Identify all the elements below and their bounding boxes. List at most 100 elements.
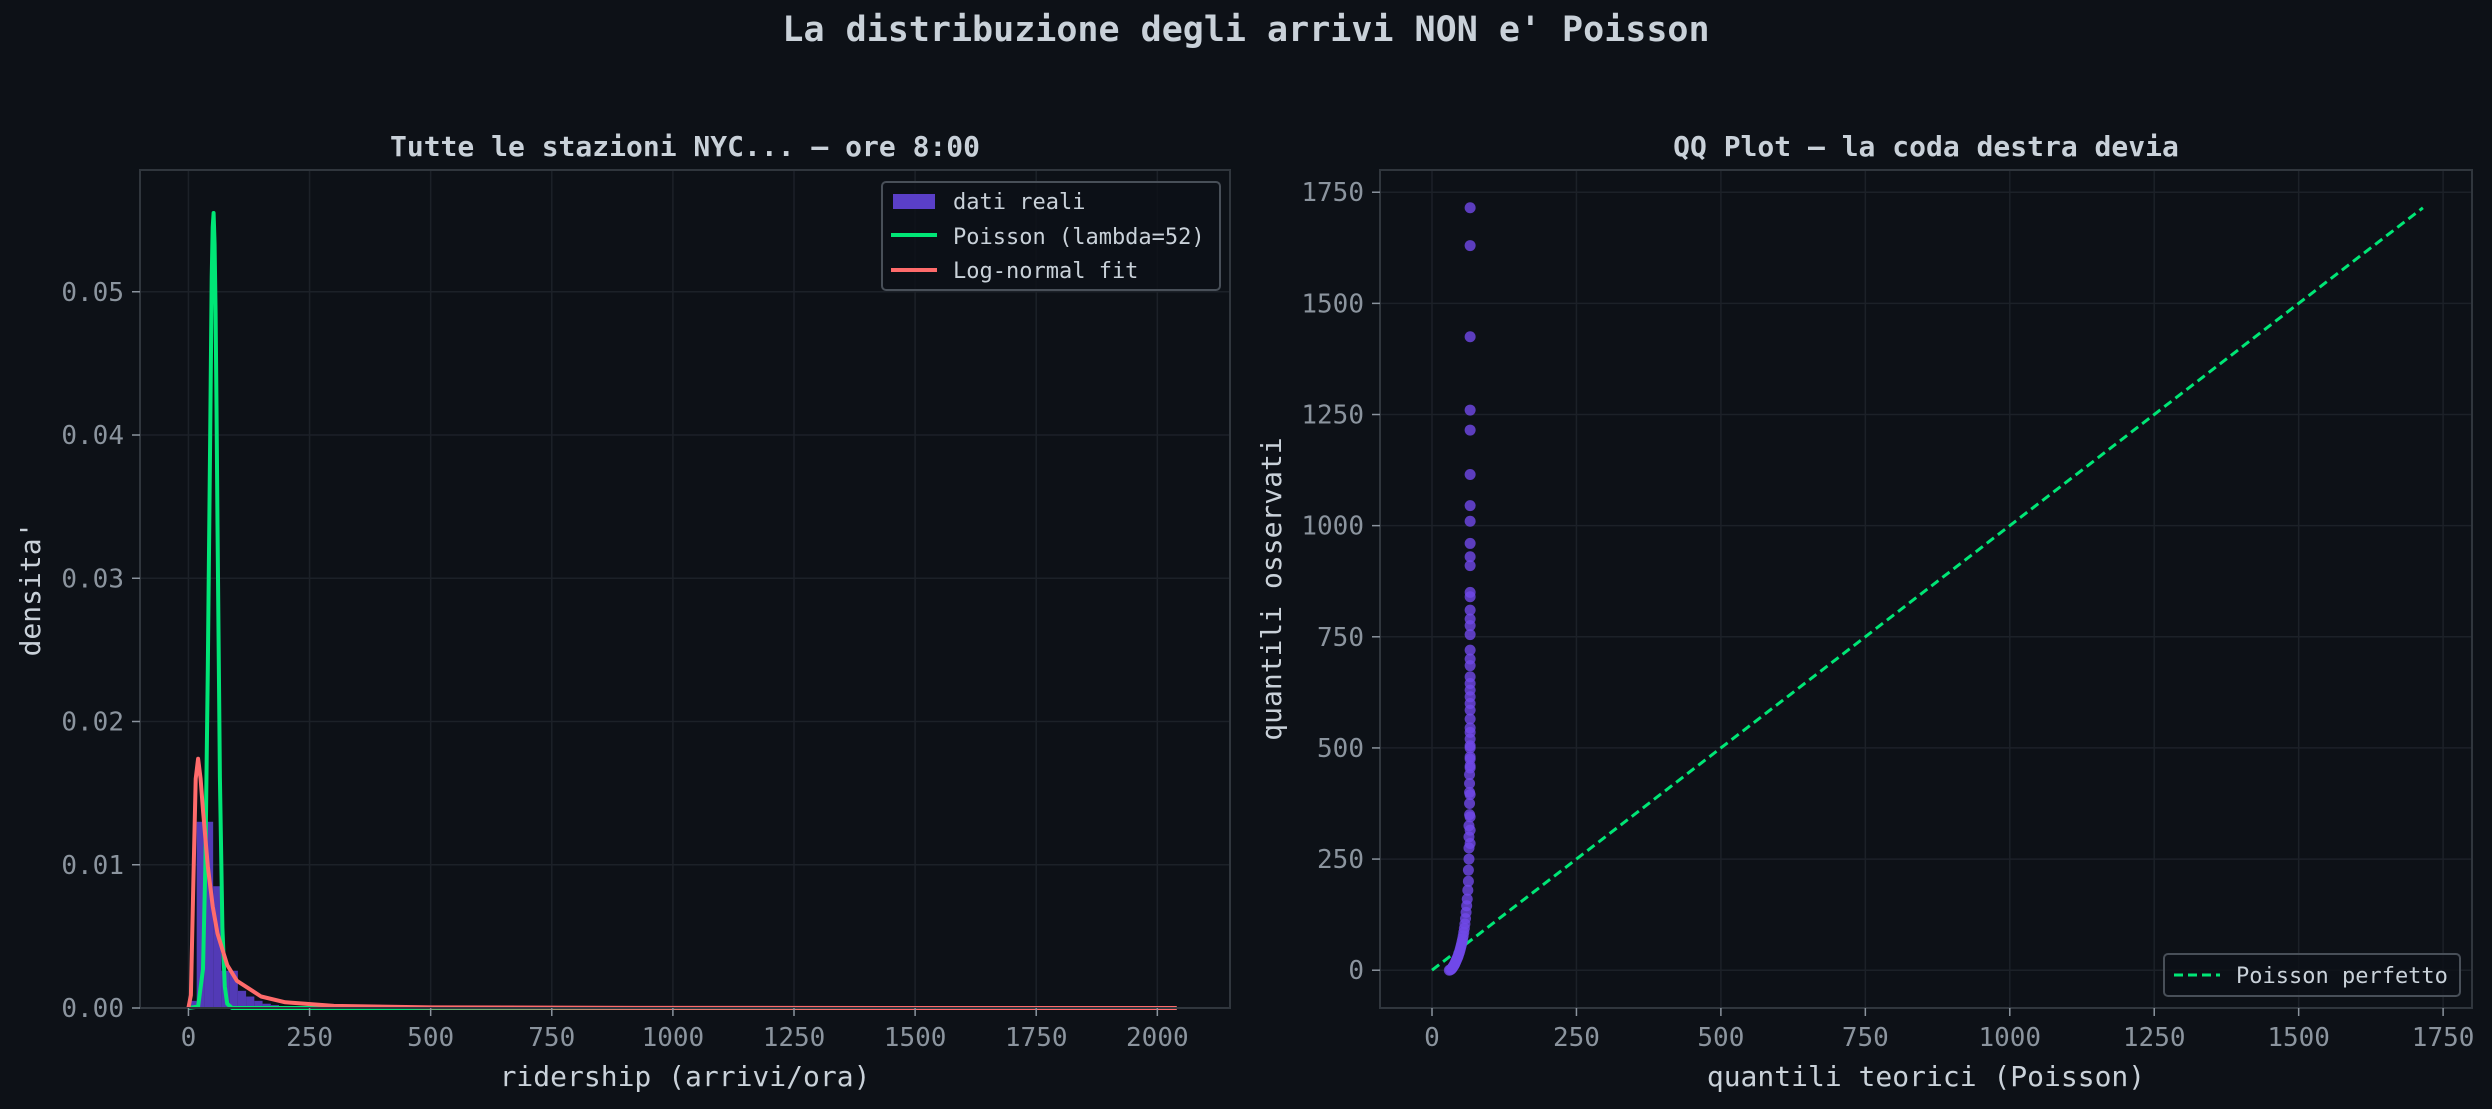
qq-point — [1464, 537, 1476, 549]
right-y-tick-label: 750 — [1317, 623, 1364, 653]
right-x-tick-label: 500 — [1697, 1023, 1744, 1053]
qq-point — [1464, 613, 1476, 625]
qq-point — [1464, 798, 1476, 810]
qq-point — [1462, 884, 1474, 896]
right-y-tick-label: 500 — [1317, 734, 1364, 764]
histogram-bar — [213, 886, 222, 1008]
right-grid — [1380, 170, 2472, 1008]
qq-point — [1462, 864, 1474, 876]
qq-point — [1464, 740, 1476, 752]
right-x-tick-label: 750 — [1842, 1023, 1889, 1053]
right-x-tick-label: 1500 — [2267, 1023, 2330, 1053]
qq-point — [1464, 777, 1476, 789]
left-x-tick-label: 0 — [181, 1023, 197, 1053]
legend-label-lognormal: Log-normal fit — [953, 259, 1138, 284]
qq-point — [1462, 875, 1474, 887]
right-y-axis-label: quantili osservati — [1255, 437, 1288, 740]
qq-point — [1464, 551, 1476, 563]
left-y-tick-label: 0.05 — [61, 278, 124, 308]
left-axes-frame — [139, 169, 1231, 1009]
qq-point — [1464, 202, 1476, 214]
figure-title: La distribuzione degli arrivi NON e' Poi… — [782, 10, 1710, 50]
left-y-tick-label: 0.01 — [61, 851, 124, 881]
qq-panel: 0 250 500 750 1000 1250 1500 1750 0 250 500 750 100… — [1255, 130, 2474, 1093]
right-panel-title: QQ Plot — la coda destra devia — [1673, 130, 2179, 163]
histogram-bar — [246, 996, 255, 1008]
qq-point — [1464, 560, 1476, 572]
reference-line — [1431, 206, 2424, 972]
right-x-tick-label: 0 — [1424, 1023, 1440, 1053]
histogram-bar — [262, 1003, 271, 1008]
qq-point — [1464, 404, 1476, 416]
right-y-tick-label: 1250 — [1301, 401, 1364, 431]
histogram-bar — [254, 1000, 263, 1008]
poisson-reference-line — [1431, 206, 2424, 972]
qq-point — [1464, 704, 1476, 716]
left-x-tick-label: 750 — [528, 1023, 575, 1053]
left-y-tick-label: 0.04 — [61, 421, 124, 451]
histogram-bar — [237, 990, 247, 1008]
qq-point — [1464, 838, 1476, 850]
left-y-ticks: 0.00 0.01 0.02 0.03 0.04 0.05 — [61, 278, 140, 1024]
right-x-tick-label: 1250 — [2123, 1023, 2186, 1053]
qq-point — [1464, 500, 1476, 512]
qq-point — [1464, 677, 1476, 689]
qq-point — [1464, 331, 1476, 343]
left-y-tick-label: 0.00 — [61, 994, 124, 1024]
right-x-ticks: 0 250 500 750 1000 1250 1500 1750 — [1424, 1008, 2474, 1053]
left-x-tick-label: 500 — [407, 1023, 454, 1053]
legend-label-histogram: dati reali — [953, 190, 1085, 215]
legend-swatch-histogram — [893, 194, 935, 209]
left-x-axis-label: ridership (arrivi/ora) — [500, 1060, 871, 1093]
qq-point — [1464, 424, 1476, 436]
qq-point — [1464, 604, 1476, 616]
histogram-bar — [188, 1000, 197, 1008]
qq-point — [1461, 893, 1473, 905]
right-y-tick-label: 1000 — [1301, 512, 1364, 542]
left-x-tick-label: 1250 — [763, 1023, 826, 1053]
right-y-tick-label: 1750 — [1301, 178, 1364, 208]
qq-point — [1464, 515, 1476, 527]
left-x-ticks: 0 250 500 750 1000 1250 1500 1750 2000 — [181, 1008, 1189, 1053]
qq-point — [1463, 853, 1475, 865]
right-x-axis-label: quantili teorici (Poisson) — [1707, 1060, 2145, 1093]
left-y-axis-label: densita' — [14, 522, 47, 657]
qq-point — [1464, 824, 1476, 836]
right-y-ticks: 0 250 500 750 1000 1250 1500 1750 — [1301, 178, 1380, 986]
left-x-tick-label: 250 — [286, 1023, 333, 1053]
right-axes-frame — [1379, 169, 2473, 1009]
left-x-tick-label: 1000 — [642, 1023, 705, 1053]
histogram-bar — [204, 821, 214, 1008]
qq-point — [1464, 644, 1476, 656]
right-x-tick-label: 1000 — [1978, 1023, 2041, 1053]
qq-point — [1464, 713, 1476, 725]
right-legend: Poisson perfetto — [2163, 953, 2461, 997]
right-x-tick-label: 250 — [1553, 1023, 1600, 1053]
qq-point — [1464, 629, 1476, 641]
left-legend-box — [881, 181, 1221, 291]
qq-point — [1464, 726, 1476, 738]
density-panel: 0 250 500 750 1000 1250 1500 1750 2000 0.000.010… — [14, 130, 1231, 1093]
right-y-tick-label: 0 — [1348, 956, 1364, 986]
left-y-tick-label: 0.02 — [61, 708, 124, 738]
left-x-tick-label: 1500 — [884, 1023, 947, 1053]
qq-point — [1464, 240, 1476, 252]
qq-point — [1464, 753, 1476, 765]
left-axes-background — [140, 170, 1230, 1008]
histogram-bar — [229, 970, 238, 1008]
qq-point — [1464, 660, 1476, 672]
left-legend: dati reali Poisson (lambda=52) Log-norma… — [881, 181, 1221, 291]
left-panel-title: Tutte le stazioni NYC... — ore 8:00 — [390, 130, 980, 163]
qq-point — [1464, 762, 1476, 774]
right-y-tick-label: 250 — [1317, 845, 1364, 875]
qq-point — [1464, 586, 1476, 598]
qq-point — [1464, 789, 1476, 801]
right-y-tick-label: 1500 — [1301, 289, 1364, 319]
left-x-tick-label: 2000 — [1126, 1023, 1189, 1053]
qq-points — [1443, 202, 1476, 976]
qq-point — [1464, 691, 1476, 703]
left-y-tick-label: 0.03 — [61, 564, 124, 594]
right-legend-box — [2163, 953, 2461, 997]
qq-point — [1464, 811, 1476, 823]
